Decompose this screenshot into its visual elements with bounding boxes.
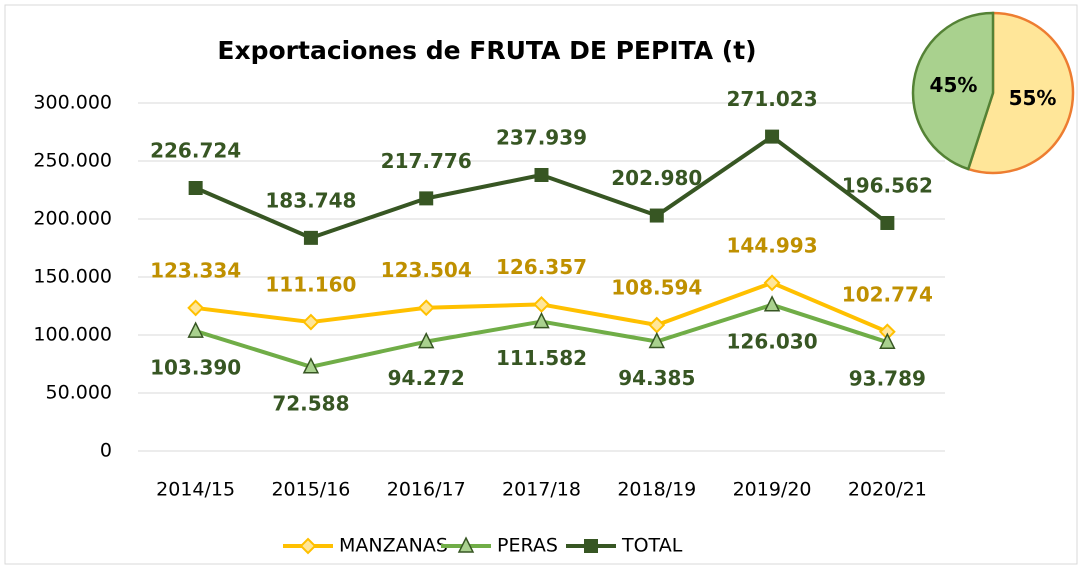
legend-marker: [584, 539, 598, 553]
legend-marker: [299, 537, 317, 555]
data-label: 202.980: [611, 166, 702, 190]
chart-frame: [4, 4, 1078, 565]
y-tick-label: 250.000: [33, 150, 112, 172]
legend-label: TOTAL: [621, 535, 683, 557]
pie-label: 55%: [1009, 86, 1057, 110]
data-point: [188, 181, 203, 196]
data-point: [187, 299, 205, 317]
data-point: [648, 331, 665, 349]
data-label: 123.334: [150, 258, 241, 282]
data-point: [763, 274, 781, 292]
data-point: [533, 311, 550, 329]
data-point: [763, 295, 781, 312]
data-point: [302, 357, 320, 374]
x-tick-label: 2020/21: [848, 479, 927, 501]
data-label: 217.776: [381, 149, 472, 173]
data-label: 94.272: [388, 366, 465, 390]
data-point: [765, 129, 780, 144]
data-label: 102.774: [842, 282, 933, 306]
pie-label: 45%: [930, 73, 978, 97]
data-label: 93.789: [849, 367, 926, 391]
x-tick-label: 2017/18: [502, 479, 581, 501]
pie-slice: [966, 11, 1075, 175]
data-point: [419, 191, 434, 206]
data-point: [187, 321, 204, 338]
data-point: [418, 331, 435, 349]
data-point: [302, 313, 320, 331]
y-tick-label: 150.000: [33, 266, 112, 288]
y-tick-label: 0: [100, 440, 112, 462]
data-point: [534, 167, 549, 182]
pie-slice: [911, 11, 995, 171]
data-point: [649, 208, 664, 223]
y-tick-label: 200.000: [33, 208, 112, 230]
data-point: [417, 299, 435, 317]
data-label: 103.390: [150, 356, 241, 380]
legend-marker: [457, 536, 475, 553]
data-label: 72.588: [272, 391, 349, 415]
data-label: 111.582: [496, 346, 587, 370]
data-point: [533, 296, 550, 313]
legend-label: PERAS: [497, 535, 558, 557]
y-tick-label: 100.000: [33, 324, 112, 346]
chart-title: Exportaciones de FRUTA DE PEPITA (t): [217, 36, 756, 65]
data-label: 126.357: [496, 255, 587, 279]
data-point: [879, 332, 896, 349]
x-tick-label: 2016/17: [387, 479, 466, 501]
x-tick-label: 2019/20: [733, 479, 812, 501]
data-label: 196.562: [842, 173, 933, 197]
x-tick-label: 2015/16: [271, 479, 350, 501]
data-label: 183.748: [265, 188, 356, 212]
data-label: 126.030: [727, 329, 818, 353]
data-label: 144.993: [727, 233, 818, 257]
y-tick-label: 50.000: [46, 382, 112, 404]
x-tick-label: 2018/19: [617, 479, 696, 501]
data-point: [880, 215, 895, 230]
data-point: [303, 230, 318, 245]
data-label: 111.160: [265, 273, 356, 297]
data-label: 123.504: [381, 258, 472, 282]
x-tick-label: 2014/15: [156, 479, 235, 501]
data-label: 108.594: [611, 276, 702, 300]
data-label: 226.724: [150, 139, 241, 163]
data-label: 237.939: [496, 125, 587, 149]
data-label: 94.385: [618, 366, 695, 390]
data-label: 271.023: [727, 87, 818, 111]
legend-label: MANZANAS: [339, 535, 448, 557]
y-tick-label: 300.000: [33, 92, 112, 114]
